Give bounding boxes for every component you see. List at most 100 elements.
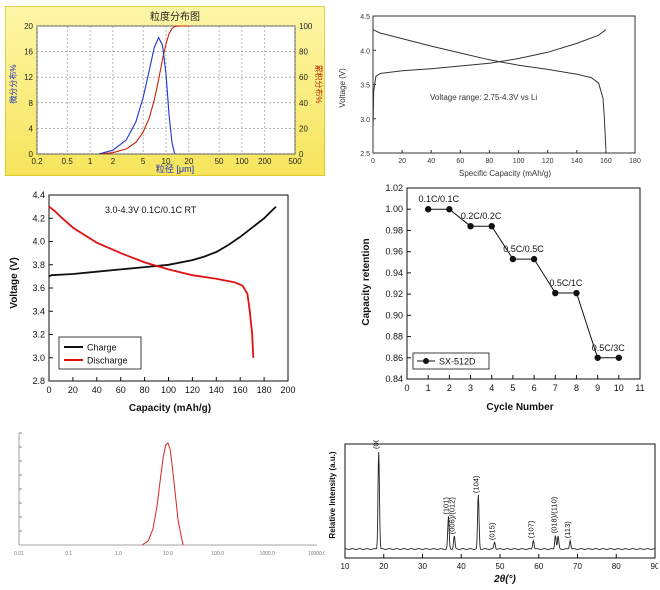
psd-x-tick-label: 50	[215, 157, 224, 166]
psd-x-tick-label: 5	[141, 157, 146, 166]
rate-point	[467, 223, 474, 230]
rate-y-tick-label: 0.92	[385, 289, 403, 299]
psd-x-tick-label: 0.5	[62, 157, 74, 166]
rate-x-tick-label: 7	[553, 383, 558, 393]
xrd-peak-label: (003)	[372, 440, 381, 449]
v1-x-tick-label: 100	[513, 158, 525, 165]
v2-x-tick-label: 180	[257, 385, 272, 395]
rate-y-tick-label: 0.84	[385, 374, 403, 384]
rate-chart-panel: Capacity retention Cycle Number 0 1 2 3 4 5 6 7…	[355, 182, 650, 413]
psd-x-tick-label: 20	[184, 157, 193, 166]
psd-x-tick-label: 1	[88, 157, 93, 166]
rate-x-tick-label: 2	[447, 383, 452, 393]
v1-y-tick-label: 3.0	[360, 117, 370, 124]
xrd-x-tick-label: 90	[651, 562, 658, 571]
xrd-x-tick-label: 10	[341, 562, 350, 571]
rate-x-tick-label: 6	[532, 383, 537, 393]
xrd-x-tick-label: 70	[573, 562, 582, 571]
psd-y-left-tick-label: 8	[29, 99, 34, 108]
v2-x-tick-label: 0	[46, 385, 51, 395]
rate-y-tick-label: 0.98	[385, 225, 403, 235]
v1-x-tick-label: 0	[371, 158, 375, 165]
v1-ylabel: Voltage (V)	[338, 68, 347, 108]
psd-x-tick-label: 0.2	[31, 157, 43, 166]
v2-ylabel: Voltage (V)	[9, 257, 20, 308]
rate-plot-frame	[406, 187, 641, 380]
xrd-pattern-line	[344, 451, 655, 550]
rate-x-tick-label: 4	[489, 383, 494, 393]
rate-ylabel: Capacity retention	[361, 238, 372, 325]
p5-x-tick-label: 0.01	[14, 551, 24, 557]
p5-x-tick-label: 1000.0	[260, 551, 276, 557]
psd-x-tick-label: 10	[162, 157, 171, 166]
rate-x-tick-label: 9	[595, 383, 600, 393]
v1-y-tick-label: 2.5	[360, 151, 370, 158]
p5-x-tick-label: 100.0	[211, 551, 224, 557]
xrd-x-tick-label: 60	[534, 562, 543, 571]
v2-y-tick-label: 4.0	[32, 237, 45, 247]
v2-x-tick-label: 140	[209, 385, 224, 395]
psd-ylabel-right: 累积分布%	[314, 64, 324, 103]
v1-x-tick-label: 20	[398, 158, 406, 165]
xrd-chart-panel: Relative Intensity (a.u.) 2θ(°) 10 20 30 40…	[325, 431, 660, 585]
rate-x-tick-label: 8	[574, 383, 579, 393]
psd-y-right-tick-label: 60	[299, 73, 308, 82]
rate-point	[530, 255, 538, 263]
rate-y-tick-label: 0.90	[385, 310, 403, 320]
voltage-chart-2-panel: Voltage (V) Capacity (mAh/g) 3.0-4.3V 0.…	[5, 185, 300, 415]
psd-y-left-tick-label: 20	[24, 22, 33, 31]
psd-ylabel-left: 微分分布%	[8, 64, 18, 103]
xrd-x-tick-label: 40	[457, 562, 466, 571]
v2-charge-line	[48, 205, 277, 278]
psd-y-right-tick-label: 40	[299, 99, 308, 108]
xrd-peak-label: (101)	[441, 497, 450, 515]
v1-annotation: Voltage range: 2.75-4.3V vs Li	[430, 93, 537, 102]
rate-point	[509, 255, 517, 263]
xrd-x-tick-label: 20	[379, 562, 388, 571]
xrd-peak-label: (006)/(012)	[447, 497, 456, 535]
rate-point	[552, 289, 559, 297]
xrd-peak-label: (018)/(110)	[550, 496, 559, 533]
rate-annotation: 0.2C/0.2C	[461, 211, 502, 221]
psd-y-left-tick-label: 4	[29, 124, 34, 133]
rate-legend-swatch-marker	[423, 358, 429, 364]
xrd-peak-label: (104)	[471, 475, 480, 493]
v2-y-tick-label: 3.0	[32, 353, 45, 363]
voltage-chart-1: Voltage (V) Specific Capacity (mAh/g) Vo…	[338, 14, 641, 178]
v1-x-tick-label: 140	[571, 158, 583, 165]
psd-chart-panel: 粒度分布图 微分分布% 累积分布% 粒径 [μm] 0.2 0.5 1 2 5 10 20 5…	[4, 5, 326, 177]
p5-x-tick-label: 0.1	[65, 551, 72, 557]
psd-x-tick-label: 100	[235, 157, 249, 166]
p5-x-tick-label: 10.0	[163, 551, 173, 557]
xrd-plot-frame	[344, 443, 656, 559]
xrd-xlabel: 2θ(°)	[493, 574, 516, 585]
psd-cumulative-line	[98, 25, 189, 155]
rate-point	[573, 289, 580, 297]
rate-y-tick-label: 0.86	[385, 353, 403, 363]
v2-x-tick-label: 160	[233, 385, 248, 395]
psd-x-tick-label: 200	[258, 157, 272, 166]
v2-x-tick-label: 80	[140, 385, 150, 395]
v1-x-tick-label: 180	[629, 158, 641, 165]
xrd-x-tick-label: 80	[612, 562, 621, 571]
v1-x-tick-label: 80	[486, 158, 494, 165]
v2-legend-label: Charge	[87, 343, 117, 353]
psd-y-right-tick-label: 0	[299, 150, 304, 159]
v2-y-tick-label: 3.4	[32, 306, 45, 316]
rate-y-tick-label: 1.02	[385, 183, 403, 193]
v2-discharge-line	[48, 205, 255, 358]
rate-x-tick-label: 11	[635, 383, 644, 393]
rate-series-line	[428, 208, 619, 359]
rate-point	[615, 354, 623, 361]
v1-x-tick-label: 40	[427, 158, 435, 165]
rate-xlabel: Cycle Number	[486, 402, 553, 412]
psd-y-left-tick-label: 16	[24, 48, 33, 57]
v1-x-tick-label: 60	[456, 158, 464, 165]
xrd-x-tick-label: 30	[418, 562, 427, 571]
rate-point	[424, 206, 432, 213]
v2-y-tick-label: 4.2	[32, 213, 45, 223]
rate-point	[488, 223, 495, 230]
v2-x-tick-label: 20	[68, 385, 78, 395]
rate-point	[446, 206, 453, 213]
v1-x-tick-label: 120	[542, 158, 554, 165]
